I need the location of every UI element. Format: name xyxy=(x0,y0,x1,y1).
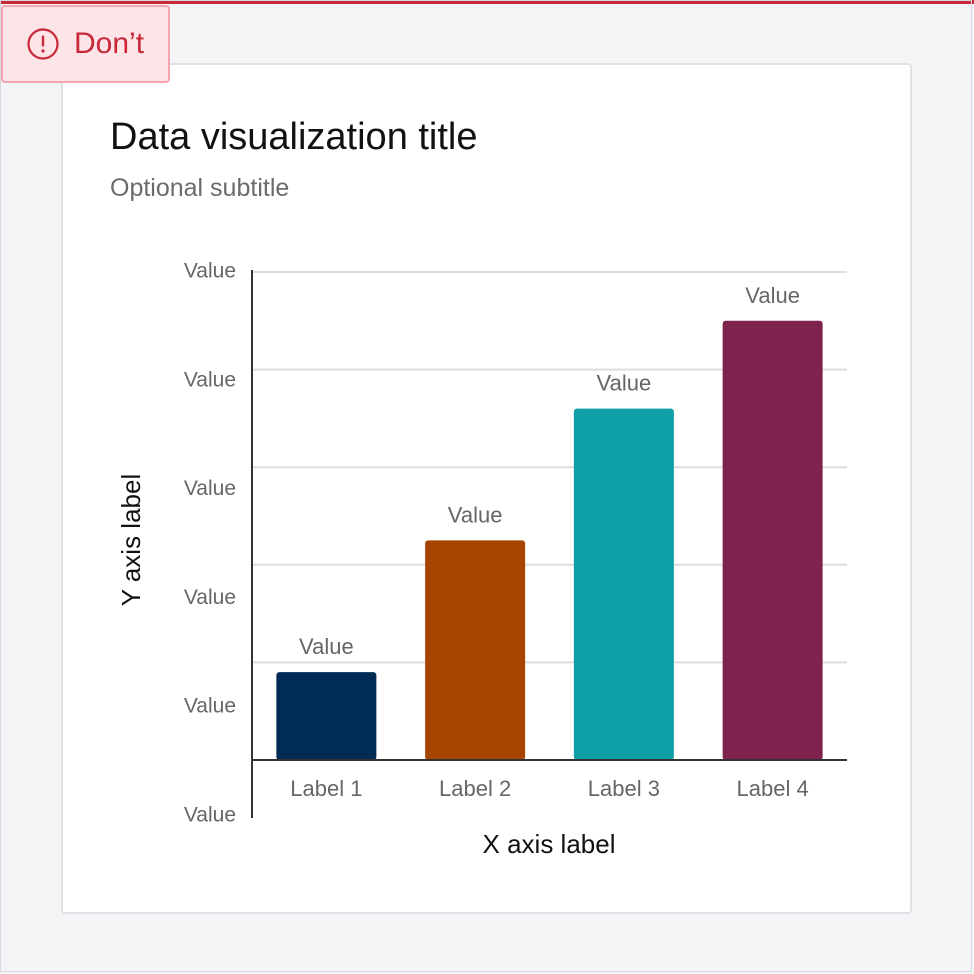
bar xyxy=(276,672,377,760)
dont-badge: Don’t xyxy=(1,5,170,83)
chart-title: Data visualization title xyxy=(110,116,478,158)
x-tick-label: Label 1 xyxy=(290,776,362,801)
exclamation-circle-icon xyxy=(27,28,59,60)
x-tick-label: Label 3 xyxy=(588,776,660,801)
badge-label: Don’t xyxy=(74,27,145,60)
bar xyxy=(425,540,526,760)
bar-value-label: Value xyxy=(745,283,800,308)
y-tick-label: Value xyxy=(184,477,236,500)
bar xyxy=(722,320,823,760)
chart-subtitle: Optional subtitle xyxy=(110,174,290,202)
y-tick-label: Value xyxy=(184,368,236,391)
x-axis-title: X axis label xyxy=(483,829,616,859)
y-tick-label: Value xyxy=(184,260,236,283)
x-tick-label: Label 2 xyxy=(439,776,511,801)
bar-value-label: Value xyxy=(448,502,503,527)
y-tick-label: Value xyxy=(184,695,236,718)
y-tick-label: Value xyxy=(184,804,236,827)
top-accent-bar xyxy=(0,0,974,4)
bar-value-label: Value xyxy=(299,634,354,659)
x-tick-label: Label 4 xyxy=(737,776,809,801)
bar xyxy=(573,408,674,760)
y-axis-title: Y axis label xyxy=(116,474,146,607)
y-tick-label: Value xyxy=(184,586,236,609)
bar-value-label: Value xyxy=(597,371,652,396)
